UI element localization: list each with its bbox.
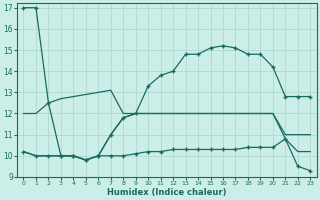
X-axis label: Humidex (Indice chaleur): Humidex (Indice chaleur) (107, 188, 227, 197)
